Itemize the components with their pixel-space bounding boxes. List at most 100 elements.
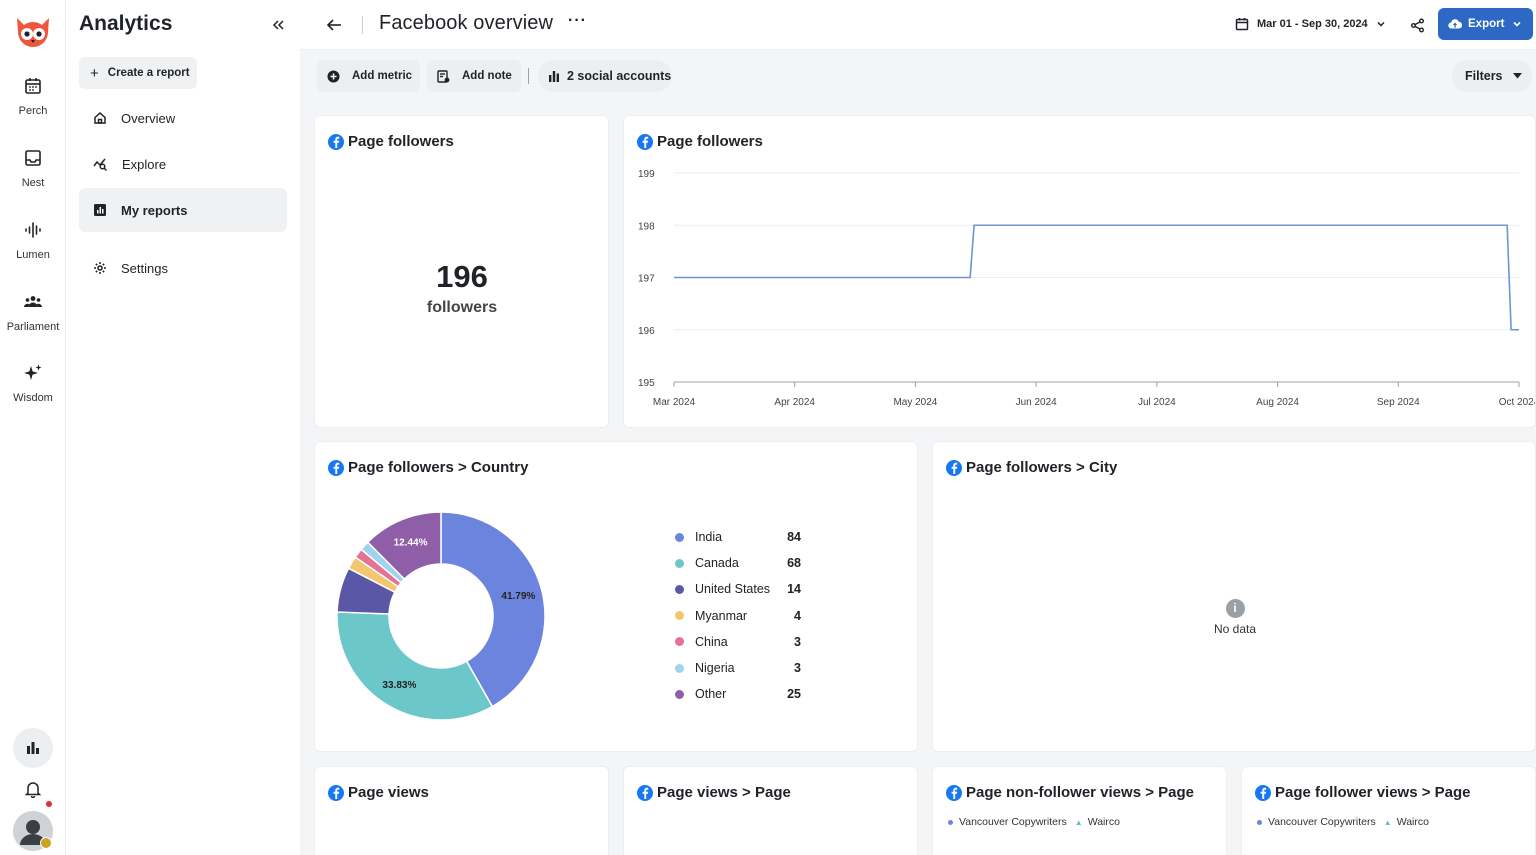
- sidebar-item-settings[interactable]: Settings: [79, 246, 287, 290]
- sidebar-item-label: Settings: [121, 260, 168, 276]
- report-icon: [94, 204, 106, 216]
- legend-row-india[interactable]: India 84: [675, 527, 801, 547]
- analytics-sidebar: Analytics + Create a report Overview Exp…: [66, 0, 300, 855]
- sidebar-item-explore[interactable]: Explore: [79, 142, 287, 186]
- toolbar-divider: [528, 68, 529, 84]
- legend-dot: [675, 584, 684, 594]
- analytics-rail-button[interactable]: [13, 728, 53, 768]
- legend-country-name: China: [695, 634, 728, 649]
- card-title: Page followers > Country: [328, 459, 528, 476]
- gear-icon: [94, 262, 106, 274]
- sidebar-item-my-reports[interactable]: My reports: [79, 188, 287, 232]
- double-chevron-left-icon: [272, 20, 284, 30]
- add-metric-button[interactable]: Add metric: [317, 60, 420, 92]
- rail-label: Perch: [18, 105, 48, 117]
- facebook-icon: [328, 133, 344, 150]
- page-title: Facebook overview: [379, 12, 554, 34]
- x-tick-label: Jul 2024: [1138, 397, 1176, 408]
- sidebar-item-overview[interactable]: Overview: [79, 96, 287, 140]
- export-label: Export: [1468, 18, 1505, 30]
- card-title: Page views > Page: [637, 784, 791, 801]
- avatar[interactable]: [13, 811, 53, 851]
- plus-icon: +: [90, 64, 99, 82]
- facebook-icon: [328, 784, 344, 801]
- card-title-text: Page followers: [348, 133, 454, 150]
- followers-series-line: [674, 224, 1519, 331]
- card-title: Page views: [328, 784, 429, 801]
- chevron-down-icon: [1513, 21, 1521, 27]
- facebook-icon: [637, 133, 653, 150]
- info-icon: i: [1225, 599, 1245, 618]
- rail-item-parliament[interactable]: Parliament: [0, 292, 66, 333]
- legend-label: Wairco: [1396, 816, 1429, 828]
- rail-item-nest[interactable]: Nest: [0, 148, 66, 189]
- social-accounts-button[interactable]: 2 social accounts: [538, 60, 672, 92]
- follower-views-card: Page follower views > Page Vancouver Cop…: [1241, 766, 1536, 855]
- x-tick-label: Aug 2024: [1256, 397, 1299, 408]
- notifications-button[interactable]: [13, 769, 53, 809]
- legend-row-myanmar[interactable]: Myanmar 4: [675, 606, 801, 626]
- legend-country-value: 3: [794, 634, 801, 649]
- card-title-text: Page follower views > Page: [1275, 784, 1471, 801]
- cloud-upload-icon: [1448, 19, 1462, 29]
- report-header: Facebook overview ··· Mar 01 - Sep 30, 2…: [300, 0, 1536, 50]
- legend-dot: [675, 558, 684, 568]
- collapse-sidebar-button[interactable]: [267, 14, 289, 36]
- legend-country-name: India: [695, 530, 723, 544]
- donut-slice-canada: [336, 611, 494, 721]
- card-title-text: Page views > Page: [657, 784, 791, 801]
- rail-label: Nest: [21, 177, 45, 189]
- triangle-marker-icon: ▲: [1074, 817, 1083, 827]
- page-views-by-page-card: Page views > Page: [623, 766, 918, 855]
- people-icon: [24, 296, 42, 307]
- card-title-text: Page non-follower views > Page: [966, 784, 1194, 801]
- page-followers-trend-card: Page followers 195 196 197 198 199 Mar 2024 Ap…: [623, 115, 1536, 428]
- no-data-text: No data: [1213, 622, 1257, 636]
- notification-dot: [46, 801, 52, 807]
- legend-row-other[interactable]: Other 25: [675, 684, 801, 704]
- share-button[interactable]: [1405, 13, 1429, 37]
- arrow-left-icon: [326, 19, 341, 31]
- rail-item-lumen[interactable]: Lumen: [0, 220, 66, 261]
- legend-country-name: Nigeria: [695, 661, 735, 675]
- slice-percent-label: 12.44%: [394, 538, 428, 549]
- rail-item-wisdom[interactable]: Wisdom: [0, 363, 66, 404]
- facebook-icon: [1255, 784, 1271, 801]
- legend-dot: [1257, 819, 1262, 825]
- social-accounts-label: 2 social accounts: [567, 69, 672, 83]
- y-tick-label: 198: [638, 221, 655, 232]
- rail-label: Wisdom: [13, 392, 53, 404]
- filters-button[interactable]: Filters: [1452, 60, 1532, 92]
- followers-line-chart: 195 196 197 198 199 Mar 2024 Apr 2024 May 2024 J…: [638, 169, 1535, 408]
- back-button[interactable]: [322, 13, 346, 37]
- filters-label: Filters: [1465, 69, 1503, 83]
- rail-item-perch[interactable]: Perch: [0, 76, 66, 117]
- legend-country-value: 3: [794, 661, 801, 675]
- legend-row-canada[interactable]: Canada 68: [675, 553, 801, 573]
- inbox-icon: [25, 150, 41, 166]
- x-tick-label: May 2024: [893, 397, 937, 408]
- facebook-icon: [328, 459, 344, 476]
- avatar-warning-badge: [40, 837, 52, 849]
- add-note-button[interactable]: Add note: [427, 60, 521, 92]
- legend-country-name: Canada: [695, 556, 739, 571]
- date-range-picker[interactable]: Mar 01 - Sep 30, 2024: [1235, 14, 1394, 34]
- caret-down-icon: [1512, 73, 1522, 79]
- donut-slice-other: [366, 511, 442, 581]
- sidebar-title: Analytics: [79, 12, 173, 35]
- export-button[interactable]: Export: [1438, 8, 1533, 40]
- hootsuite-owl-logo[interactable]: [12, 10, 54, 52]
- explore-chart-icon: [93, 158, 108, 171]
- create-report-label: Create a report: [107, 67, 190, 79]
- legend-country-value: 4: [794, 608, 801, 623]
- create-report-button[interactable]: + Create a report: [79, 57, 197, 89]
- more-options-button[interactable]: ···: [568, 12, 587, 29]
- no-data-message: i No data: [933, 599, 1535, 636]
- legend-row-united-states[interactable]: United States 14: [675, 579, 801, 599]
- legend-row-china[interactable]: China 3: [675, 632, 801, 652]
- header-divider: [362, 16, 363, 34]
- card-title: Page followers > City: [946, 459, 1117, 476]
- legend-row-nigeria[interactable]: Nigeria 3: [675, 658, 801, 678]
- note-icon: [437, 69, 450, 83]
- sparkle-icon: [24, 364, 42, 380]
